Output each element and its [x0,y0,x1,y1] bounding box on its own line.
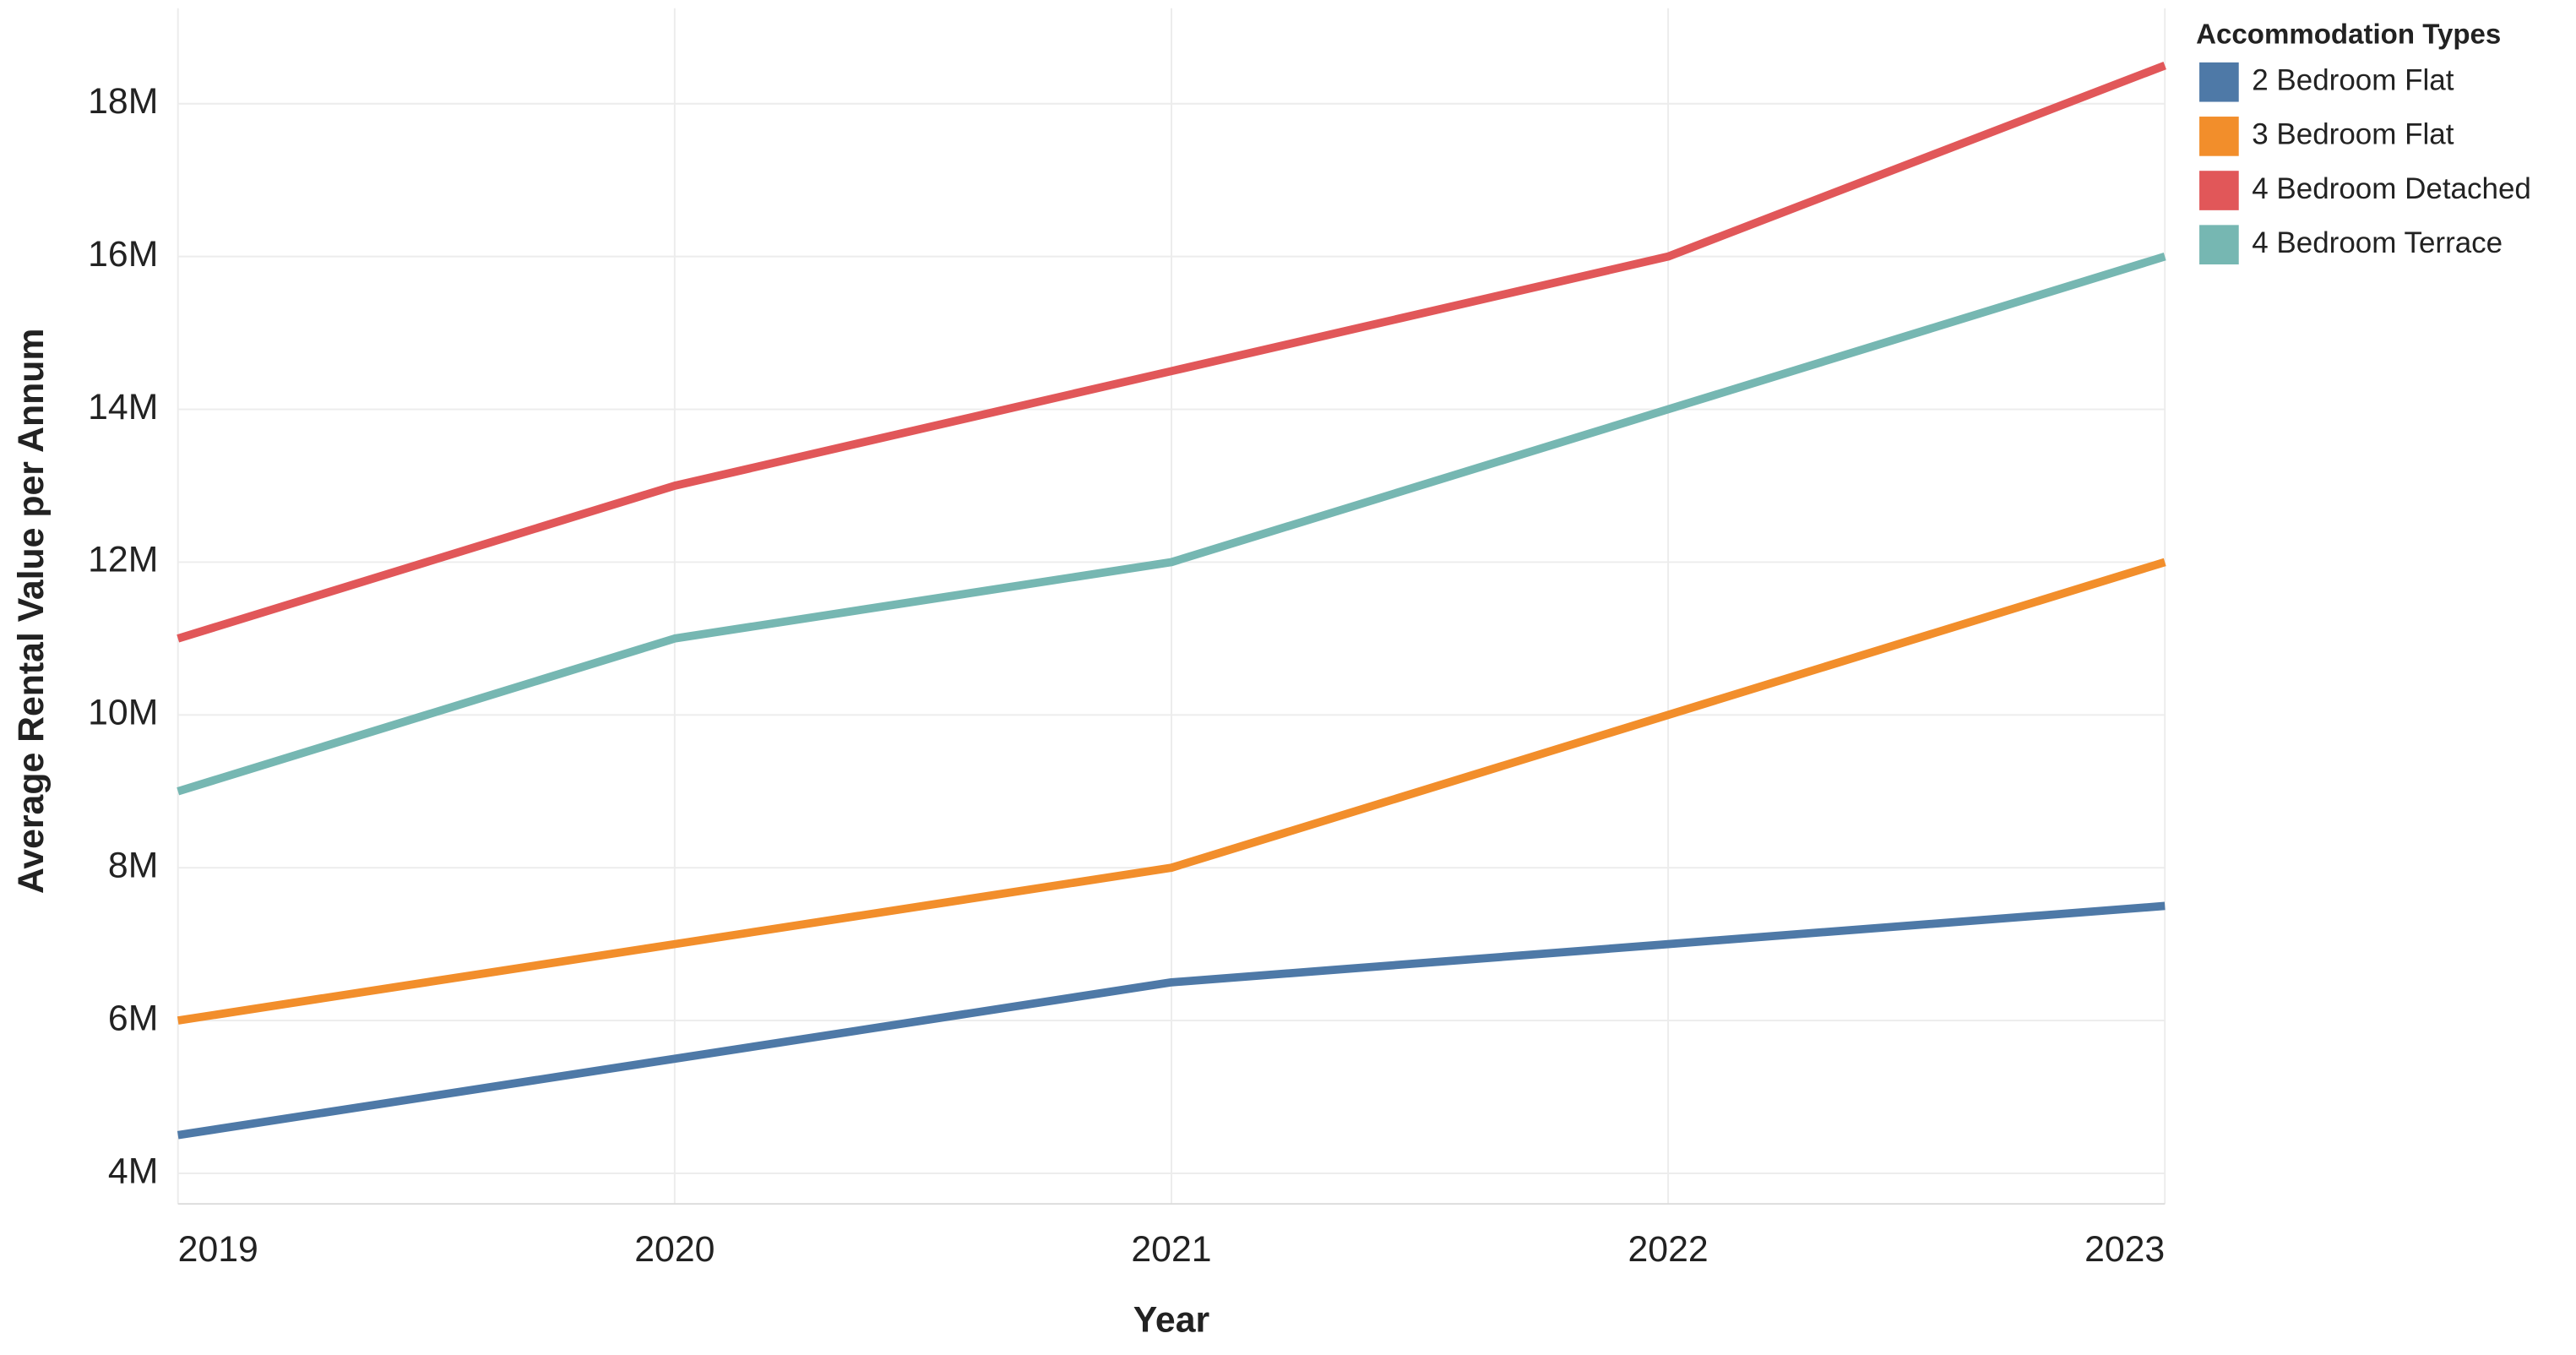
legend-label: 3 Bedroom Flat [2252,118,2454,151]
x-tick-label: 2023 [2084,1229,2165,1270]
series-line [177,253,2166,796]
y-tick-label: 10M [88,693,158,733]
x-axis-title: Year [1133,1299,1209,1340]
legend-swatch [2199,171,2239,210]
x-tick-label: 2021 [1131,1229,1211,1270]
lines [177,62,2166,1140]
legend-title: Accommodation Types [2196,19,2501,51]
y-tick-label: 18M [88,81,158,122]
legend-swatch [2199,225,2239,265]
y-tick-label: 14M [88,387,158,427]
series-line [177,62,2166,643]
labels: 4M 6M 8M 10M 12M 14M 16M 18M 2019 2020 2021 2022 202… [88,81,2165,1270]
x-tick-label: 2019 [178,1229,258,1270]
y-tick-label: 16M [88,234,158,275]
y-tick-label: 8M [108,845,158,885]
legend-label: 2 Bedroom Flat [2252,63,2454,96]
legend-swatch [2199,117,2239,156]
y-tick-label: 6M [108,998,158,1038]
legend-label: 4 Bedroom Detached [2252,172,2531,205]
series-line [177,558,2166,1025]
legend: Accommodation Types 2 Bedroom Flat 3 Bedro… [2196,19,2531,265]
y-tick-label: 4M [108,1151,158,1191]
legend-swatch [2199,62,2239,102]
grid [177,8,2166,1205]
legend-label: 4 Bedroom Terrace [2252,226,2503,259]
x-tick-label: 2022 [1628,1229,1709,1270]
series-line [177,901,2166,1140]
x-tick-label: 2020 [634,1229,715,1270]
y-tick-label: 12M [88,540,158,580]
y-axis-title: Average Rental Value per Annum [11,329,52,894]
